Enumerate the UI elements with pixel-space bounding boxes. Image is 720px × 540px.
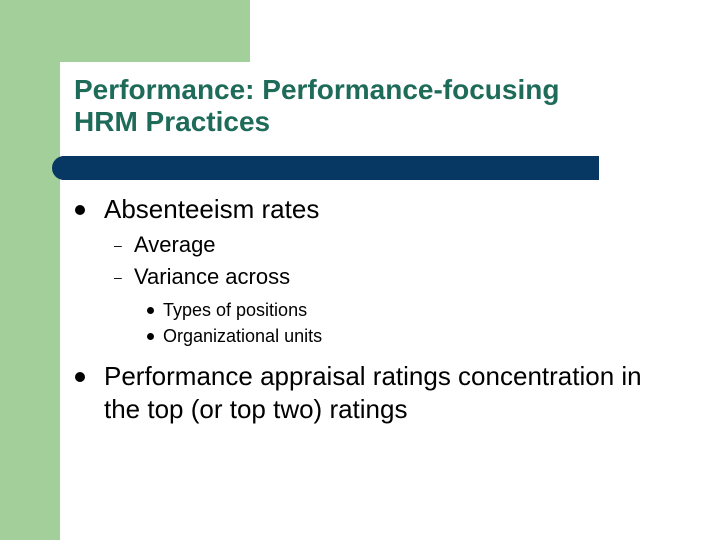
sub-bullet-average: Average [134,232,216,257]
dash-icon: – [114,237,122,253]
slide-title: Performance: Performance-focusing HRM Pr… [74,74,674,138]
bullet-dot-icon [75,205,85,215]
top-accent-block [0,0,250,62]
bullet-dot-icon [147,333,154,340]
bullet-dot-icon [75,372,85,382]
title-line-1: Performance: Performance-focusing [74,74,560,105]
dash-icon: – [114,269,122,285]
bullet-absenteeism: Absenteeism rates [104,194,320,224]
title-rule [62,156,599,180]
bullet-dot-icon [147,307,154,314]
bullet-appraisal: Performance appraisal ratings concentrat… [104,361,642,424]
title-line-2: HRM Practices [74,106,271,137]
sub-bullet-variance: Variance across [134,264,291,289]
left-accent-strip [0,0,60,540]
sub-sub-bullet-units: Organizational units [163,326,323,346]
sub-sub-bullet-positions: Types of positions [163,300,308,320]
